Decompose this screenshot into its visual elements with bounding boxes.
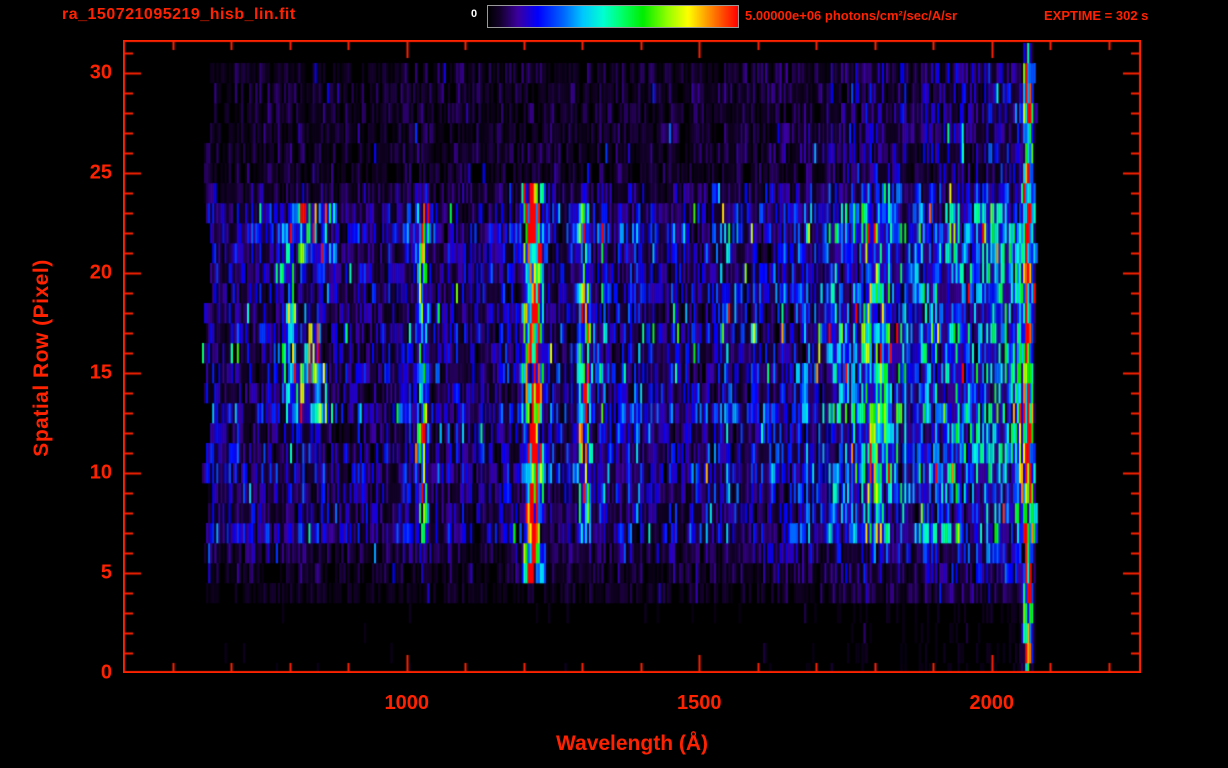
colorbar-min-label: 0 — [471, 8, 478, 20]
x-tick-label: 2000 — [969, 692, 1015, 714]
x-tick-label: 1000 — [384, 692, 430, 714]
x-axis-title: Wavelength (Å) — [555, 732, 709, 755]
y-tick-label: 25 — [89, 161, 112, 184]
y-tick-label: 0 — [100, 661, 112, 684]
y-tick-label: 15 — [89, 361, 112, 384]
colorbar — [487, 5, 739, 28]
figure-title: ra_150721095219_hisb_lin.fit — [62, 6, 296, 23]
y-tick-label: 20 — [89, 261, 112, 284]
y-axis-title: Spatial Row (Pixel) — [30, 259, 53, 457]
x-tick-label: 1500 — [677, 692, 722, 714]
y-tick-label: 5 — [100, 561, 112, 584]
y-tick-label: 30 — [89, 61, 112, 84]
exptime-label: EXPTIME = 302 s — [1044, 8, 1149, 23]
heatmap-canvas — [123, 40, 1141, 673]
y-tick-label: 10 — [89, 461, 112, 484]
colorbar-max-label: 5.00000e+06 photons/cm²/sec/A/sr — [745, 8, 958, 23]
